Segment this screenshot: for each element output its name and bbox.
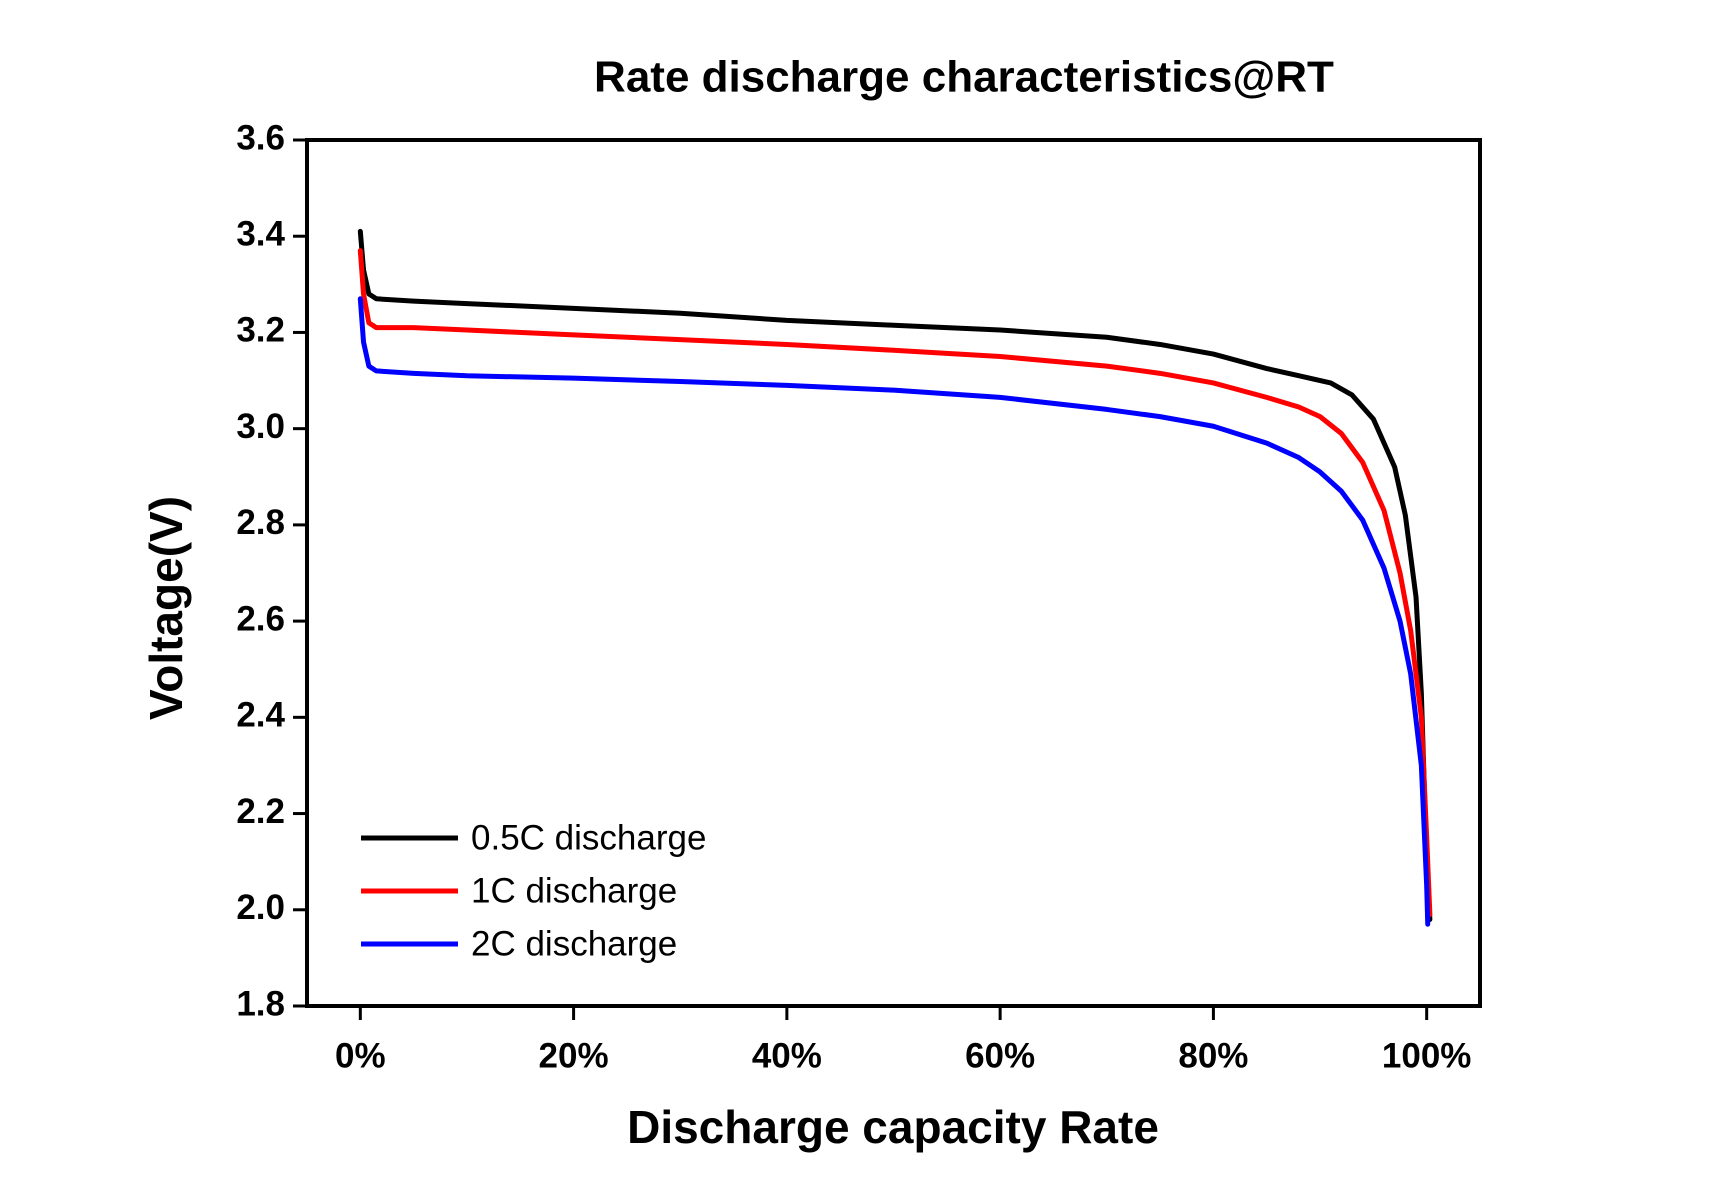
- x-tick-label: 20%: [539, 1036, 609, 1075]
- legend-label: 1C discharge: [471, 871, 677, 910]
- y-tick-label: 2.6: [236, 599, 285, 638]
- y-tick-label: 3.6: [236, 118, 285, 157]
- series-line: [357, 296, 1431, 927]
- plot-frame: [305, 138, 1482, 1008]
- y-tick-label: 2.8: [236, 503, 285, 542]
- y-tick-label: 2.4: [236, 696, 285, 735]
- y-tick-label: 1.8: [236, 984, 285, 1023]
- x-tick-label: 40%: [752, 1036, 822, 1075]
- x-axis-title: Discharge capacity Rate: [627, 1101, 1159, 1153]
- x-tick-label: 60%: [965, 1036, 1035, 1075]
- y-tick-label: 3.4: [236, 214, 285, 253]
- y-tick-label: 2.0: [236, 888, 285, 927]
- y-tick-label: 3.0: [236, 407, 285, 446]
- x-tick-label: 0%: [335, 1036, 386, 1075]
- chart-title: Rate discharge characteristics@RT: [594, 53, 1334, 102]
- x-tick-label: 100%: [1382, 1036, 1472, 1075]
- legend-label: 2C discharge: [471, 924, 677, 963]
- series-line: [357, 228, 1433, 922]
- legend-label: 0.5C discharge: [471, 818, 706, 857]
- x-tick-label: 80%: [1178, 1036, 1248, 1075]
- series-line: [357, 248, 1433, 918]
- y-tick-label: 2.2: [236, 792, 285, 831]
- y-axis-title: Voltage(V): [140, 496, 192, 720]
- y-tick-label: 3.2: [236, 311, 285, 350]
